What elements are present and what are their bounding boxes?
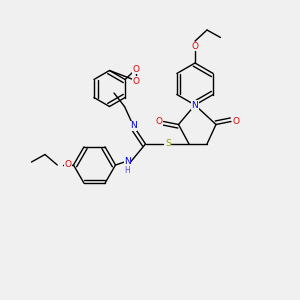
Text: H: H: [124, 167, 130, 176]
Text: O: O: [191, 42, 199, 51]
Text: N: N: [130, 122, 137, 130]
Text: O: O: [232, 117, 239, 126]
Text: S: S: [165, 140, 171, 148]
Text: N: N: [124, 158, 131, 166]
Text: O: O: [64, 160, 72, 169]
Text: O: O: [133, 76, 140, 85]
Text: N: N: [192, 100, 198, 109]
Text: O: O: [155, 117, 163, 126]
Text: O: O: [133, 64, 140, 74]
